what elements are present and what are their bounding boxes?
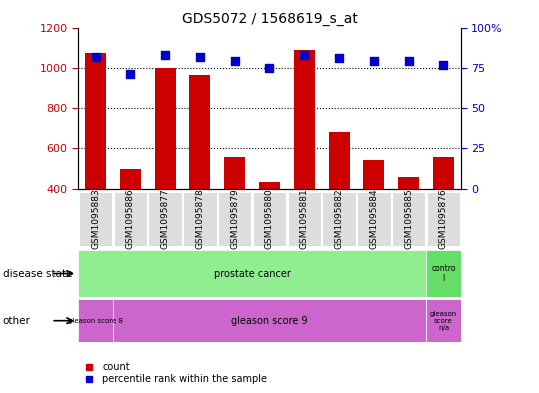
Point	[91, 53, 100, 60]
Text: GSM1095878: GSM1095878	[196, 189, 204, 250]
Text: other: other	[3, 316, 31, 326]
Text: GDS5072 / 1568619_s_at: GDS5072 / 1568619_s_at	[182, 12, 357, 26]
Point	[370, 58, 378, 64]
Bar	[218, 192, 251, 246]
Text: GSM1095883: GSM1095883	[91, 189, 100, 250]
Bar	[427, 192, 460, 246]
Text: GSM1095880: GSM1095880	[265, 189, 274, 250]
Text: gleason
score
n/a: gleason score n/a	[430, 311, 457, 331]
Text: GSM1095876: GSM1095876	[439, 189, 448, 250]
Point	[300, 52, 309, 58]
Text: contro
l: contro l	[431, 264, 455, 283]
Bar	[79, 192, 112, 246]
Bar	[183, 192, 217, 246]
Bar	[148, 192, 182, 246]
Bar	[426, 250, 461, 297]
Bar	[113, 299, 426, 342]
Point	[161, 52, 169, 58]
Bar	[259, 182, 280, 189]
Bar	[322, 192, 356, 246]
Text: gleason score 9: gleason score 9	[231, 316, 308, 326]
Text: GSM1095879: GSM1095879	[230, 189, 239, 250]
Bar	[120, 169, 141, 189]
Legend: count, percentile rank within the sample: count, percentile rank within the sample	[75, 358, 271, 388]
Text: GSM1095882: GSM1095882	[335, 189, 343, 250]
Bar	[294, 50, 315, 189]
Text: gleason score 8: gleason score 8	[68, 318, 123, 324]
Point	[196, 53, 204, 60]
Bar	[78, 299, 113, 342]
Point	[265, 64, 274, 71]
Bar	[392, 192, 425, 246]
Bar	[288, 192, 321, 246]
Point	[230, 58, 239, 64]
Text: GSM1095886: GSM1095886	[126, 189, 135, 250]
Text: GSM1095881: GSM1095881	[300, 189, 309, 250]
Point	[126, 71, 135, 77]
Bar	[357, 192, 391, 246]
Bar	[85, 53, 106, 189]
Text: disease state: disease state	[3, 268, 72, 279]
Bar	[155, 68, 176, 189]
Text: GSM1095884: GSM1095884	[369, 189, 378, 250]
Point	[335, 55, 343, 61]
Bar	[224, 157, 245, 189]
Text: prostate cancer: prostate cancer	[213, 268, 291, 279]
Bar	[114, 192, 147, 246]
Bar	[433, 157, 454, 189]
Bar	[426, 299, 461, 342]
Point	[439, 61, 448, 68]
Text: GSM1095885: GSM1095885	[404, 189, 413, 250]
Bar	[363, 160, 384, 189]
Point	[404, 58, 413, 64]
Bar	[253, 192, 286, 246]
Text: GSM1095877: GSM1095877	[161, 189, 170, 250]
Bar	[398, 177, 419, 189]
Bar	[329, 132, 349, 189]
Bar	[190, 75, 210, 189]
